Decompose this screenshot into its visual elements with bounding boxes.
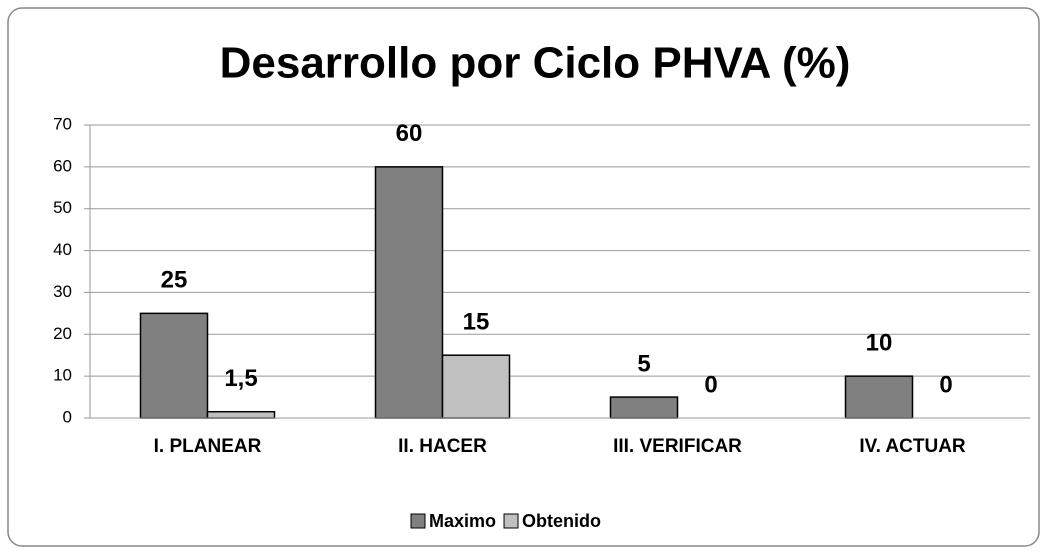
data-label: 5	[637, 350, 650, 377]
bar	[206, 410, 276, 419]
x-tick-label: III. VERIFICAR	[613, 436, 742, 457]
legend-swatch	[410, 513, 426, 529]
data-label: 10	[866, 329, 893, 356]
bar	[609, 396, 679, 419]
data-label: 0	[939, 371, 952, 398]
bar	[844, 375, 914, 419]
y-tick-label: 0	[63, 407, 72, 426]
legend-label: Obtenido	[522, 511, 601, 531]
x-tick-label: IV. ACTUAR	[859, 436, 966, 457]
x-tick-label: I. PLANEAR	[154, 436, 262, 457]
data-label: 25	[161, 267, 188, 294]
x-tick-label: II. HACER	[398, 436, 487, 457]
data-label: 0	[704, 371, 717, 398]
data-label: 15	[463, 309, 490, 336]
y-tick-label: 20	[53, 324, 72, 343]
y-tick-label: 60	[53, 156, 72, 175]
legend-swatch	[503, 513, 519, 529]
y-tick-label: 70	[53, 114, 72, 133]
chart-title: Desarrollo por Ciclo PHVA (%)	[220, 39, 851, 88]
bar	[374, 166, 444, 419]
legend-label: Maximo	[429, 511, 496, 531]
data-label: 1,5	[224, 365, 257, 392]
data-label: 60	[396, 120, 423, 147]
y-tick-label: 40	[53, 240, 72, 259]
bar	[441, 354, 511, 419]
y-tick-label: 50	[53, 198, 72, 217]
y-tick-label: 30	[53, 282, 72, 301]
y-tick-label: 10	[53, 366, 72, 385]
bar	[139, 312, 209, 419]
